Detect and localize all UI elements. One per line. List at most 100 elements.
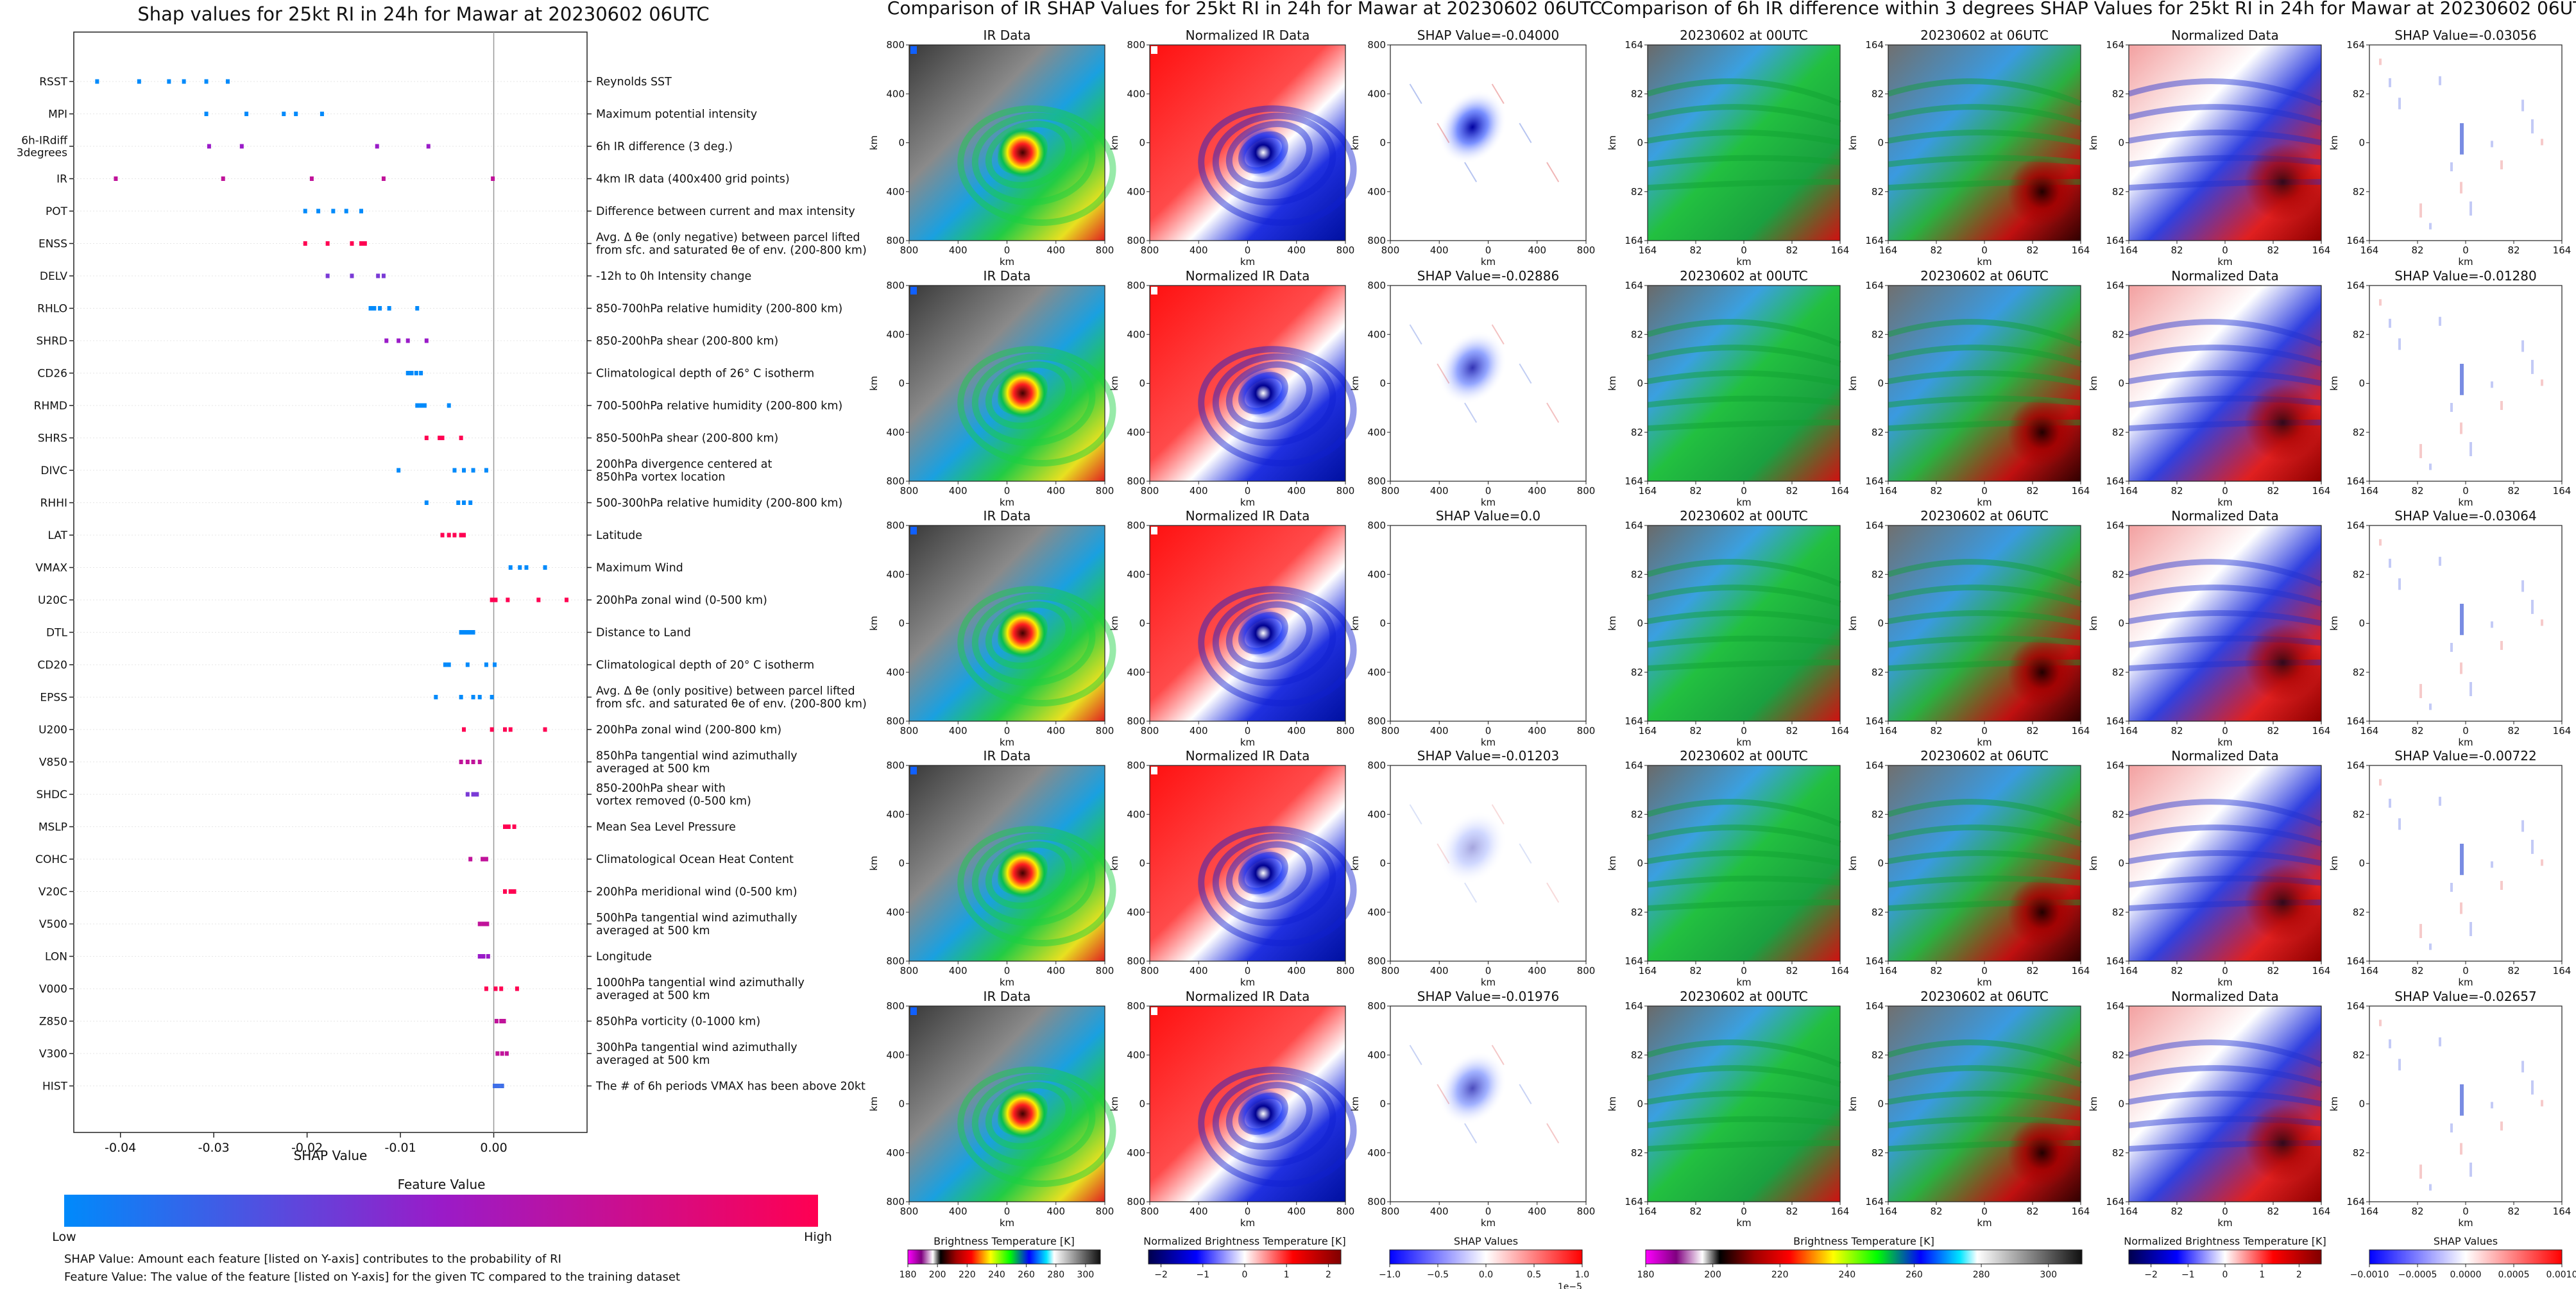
x-tick-label: 400 (1190, 1206, 1208, 1217)
colorbar-tick-label: 300 (1077, 1270, 1095, 1280)
x-tick-label: 82 (2267, 1206, 2279, 1217)
feature-description-label: Maximum potential intensity (596, 108, 757, 121)
feature-description-label: Climatological Ocean Heat Content (596, 853, 794, 866)
shap-point (381, 176, 386, 181)
colorbar-tick-label: 300 (2040, 1270, 2057, 1280)
shap-point (499, 986, 504, 991)
shap-speck (2419, 924, 2422, 939)
text-line: MPI (48, 108, 67, 121)
cloud-band (1647, 1116, 1841, 1129)
shap-point (471, 792, 475, 797)
x-tick-label: 164 (2360, 725, 2379, 737)
shap-point (490, 695, 494, 699)
panel-title: 20230602 at 06UTC (1920, 28, 2049, 43)
shap-point (493, 986, 498, 991)
y-tick-label: 164 (2346, 39, 2365, 51)
colorbar-tick-label: −1 (1196, 1270, 1209, 1280)
y-axis-label: km (868, 376, 880, 391)
cloud-band (971, 1073, 1096, 1167)
y-tick-label: 0 (2358, 1098, 2365, 1110)
feature-description-label: Reynolds SST (596, 76, 672, 89)
colorbar-tick-label: −0.0005 (2398, 1270, 2437, 1280)
corner-artifact (1151, 767, 1157, 774)
text-line: averaged at 500 km (596, 763, 710, 776)
text-line: V300 (39, 1048, 67, 1061)
y-tick-label: 164 (2346, 715, 2365, 727)
shap-point (424, 500, 429, 505)
diff-image (1648, 286, 1840, 481)
shap-point (477, 954, 482, 959)
x-tick-label: 0 (1245, 1206, 1251, 1217)
x-tick-label: 0 (1741, 1206, 1747, 1217)
colorbar-tick-label: 0.0005 (2498, 1270, 2530, 1280)
colorbar-tick-label: 200 (929, 1270, 946, 1280)
dark-core (2244, 143, 2321, 221)
cloud-band (985, 361, 1072, 429)
shap-point (499, 1019, 504, 1023)
shap-speck (2469, 922, 2472, 936)
shap-point (468, 500, 473, 505)
panel-title: 20230602 at 00UTC (1680, 508, 1808, 524)
x-tick-label: 164 (2553, 965, 2572, 977)
y-tick-label: 164 (1865, 475, 1884, 487)
shap-point (325, 273, 330, 278)
colorbar-title: Brightness Temperature [K] (934, 1235, 1075, 1247)
x-tick-label: 800 (1336, 244, 1355, 256)
x-axis-label: km (2217, 1217, 2232, 1229)
x-tick-label: 800 (1336, 1206, 1355, 1217)
text-line: U200 (38, 724, 67, 737)
shap-speck (2541, 619, 2543, 626)
shap-point (415, 306, 420, 311)
x-axis-label: km (1240, 256, 1255, 268)
colorbar-exponent: 1e−5 (1558, 1282, 1582, 1289)
y-tick-label: 400 (1367, 907, 1386, 918)
dark-core (2008, 157, 2077, 226)
shap-speck (2379, 539, 2382, 546)
y-axis-label: km (1109, 1097, 1120, 1111)
text-line: 4km IR data (400x400 grid points) (596, 173, 790, 186)
shap-point (496, 1084, 500, 1088)
feature-description-label: 200hPa zonal wind (0-500 km) (596, 594, 767, 607)
feature-description-label: 500-300hPa relative humidity (200-800 km… (596, 497, 842, 510)
diff-image (1648, 1006, 1840, 1202)
cloud-band (1646, 585, 1841, 607)
shap-speck (2541, 1100, 2543, 1107)
x-tick-label: 400 (1287, 725, 1306, 737)
x-tick-label: 400 (1430, 725, 1449, 737)
colorbar-title: SHAP Values (2434, 1235, 2498, 1247)
text-line: averaged at 500 km (596, 1054, 710, 1067)
colorbar-tick-label: 1 (1284, 1270, 1290, 1280)
shap-speck (2531, 1080, 2534, 1095)
text-line: 3degrees (17, 147, 67, 160)
x-tick-label: 82 (2026, 485, 2038, 497)
y-tick-label: 400 (886, 1147, 905, 1159)
x-tick-label: 164 (2120, 725, 2138, 737)
shap-streak (1519, 1084, 1532, 1105)
shap-point (239, 144, 244, 149)
y-tick-label: 82 (2112, 329, 2124, 340)
x-tick-label: 82 (1786, 1206, 1798, 1217)
x-tick-label: 82 (1689, 965, 1702, 977)
text-line: RHLO (37, 303, 67, 316)
x-tick-label: 400 (1190, 725, 1208, 737)
y-axis-label: km (868, 856, 880, 871)
x-tick-label: 164 (2553, 244, 2572, 256)
feature-code-label: 6h-IRdiff 3degrees (17, 135, 69, 160)
shap-point (504, 1051, 509, 1056)
shap-speck (2531, 359, 2534, 374)
x-tick-label: 400 (1287, 1206, 1306, 1217)
shap-streak (1409, 804, 1422, 825)
shap-point (471, 468, 475, 473)
feature-description-label: Longitude (596, 951, 652, 964)
y-tick-label: 82 (2112, 186, 2124, 198)
cloud-band (1888, 370, 2081, 386)
x-tick-label: 0 (1981, 1206, 1988, 1217)
x-tick-label: 0 (1485, 485, 1492, 497)
x-tick-label: 0 (2462, 725, 2469, 737)
feature-description-label: 700-500hPa relative humidity (200-800 km… (596, 400, 842, 413)
shap-speck (2398, 1059, 2401, 1071)
shap-center-feature (2460, 604, 2464, 635)
x-tick-label: 164 (2120, 485, 2138, 497)
shap-point (95, 79, 99, 84)
